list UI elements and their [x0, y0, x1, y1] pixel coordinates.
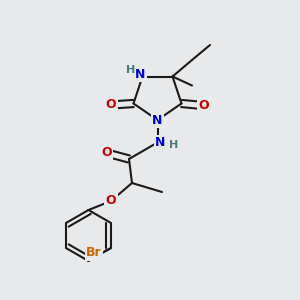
- Text: N: N: [135, 68, 145, 81]
- Text: O: O: [106, 98, 116, 112]
- Text: H: H: [127, 65, 136, 75]
- Text: O: O: [101, 146, 112, 160]
- Text: O: O: [199, 99, 209, 112]
- Text: H: H: [169, 140, 178, 151]
- Text: O: O: [106, 194, 116, 208]
- Text: N: N: [152, 113, 163, 127]
- Text: N: N: [155, 136, 166, 149]
- Text: Br: Br: [86, 246, 102, 259]
